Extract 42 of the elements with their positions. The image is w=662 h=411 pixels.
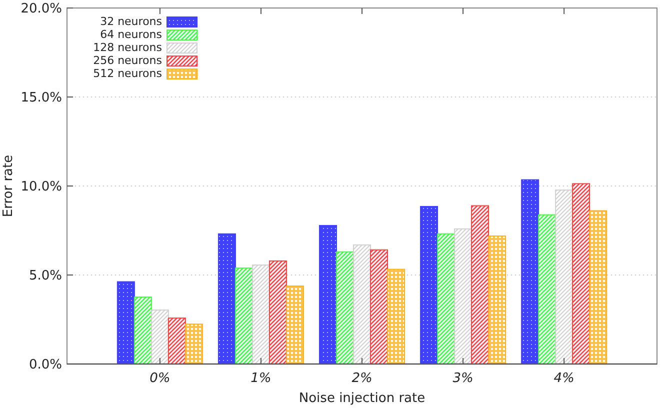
- bar: [454, 228, 472, 364]
- y-axis-title: Error rate: [1, 154, 16, 218]
- bar: [218, 233, 236, 364]
- bar: [252, 264, 270, 364]
- bar: [168, 318, 186, 364]
- bar: [353, 244, 371, 364]
- bar: [336, 251, 354, 364]
- bar: [234, 268, 253, 364]
- bar: [268, 260, 287, 364]
- bar: [521, 179, 540, 364]
- bar: [488, 236, 506, 364]
- bar: [572, 183, 590, 364]
- bar: [589, 210, 608, 364]
- x-axis-title: Noise injection rate: [298, 391, 426, 406]
- x-tick-label: 0%: [150, 371, 170, 386]
- bar: [387, 268, 405, 364]
- y-tick-label: 0.0%: [28, 358, 62, 373]
- legend-label: 512 neurons: [93, 67, 162, 80]
- bar: [319, 225, 337, 364]
- x-tick-label: 3%: [452, 371, 474, 386]
- y-tick-label: 10.0%: [20, 180, 62, 195]
- bar: [538, 214, 556, 364]
- bar: [420, 206, 438, 364]
- bar: [134, 296, 152, 364]
- bar: [471, 205, 490, 364]
- y-tick-label: 15.0%: [20, 90, 62, 106]
- x-tick-label: 2%: [352, 371, 372, 386]
- x-tick-label: 1%: [250, 371, 272, 386]
- y-tick-label: 5.0%: [28, 268, 62, 284]
- bar: [437, 233, 456, 364]
- bar: [555, 190, 574, 364]
- legend-label: 64 neurons: [100, 28, 162, 41]
- bar: [184, 324, 203, 364]
- x-tick-label: 4%: [554, 371, 574, 386]
- bar: [286, 286, 304, 364]
- bar: [150, 310, 169, 364]
- bar: [370, 249, 388, 364]
- legend-label: 32 neurons: [100, 15, 162, 28]
- bar: [116, 281, 135, 364]
- y-tick-label: 20.0%: [20, 2, 62, 17]
- legend-label: 128 neurons: [93, 41, 162, 54]
- legend-label: 256 neurons: [93, 54, 162, 67]
